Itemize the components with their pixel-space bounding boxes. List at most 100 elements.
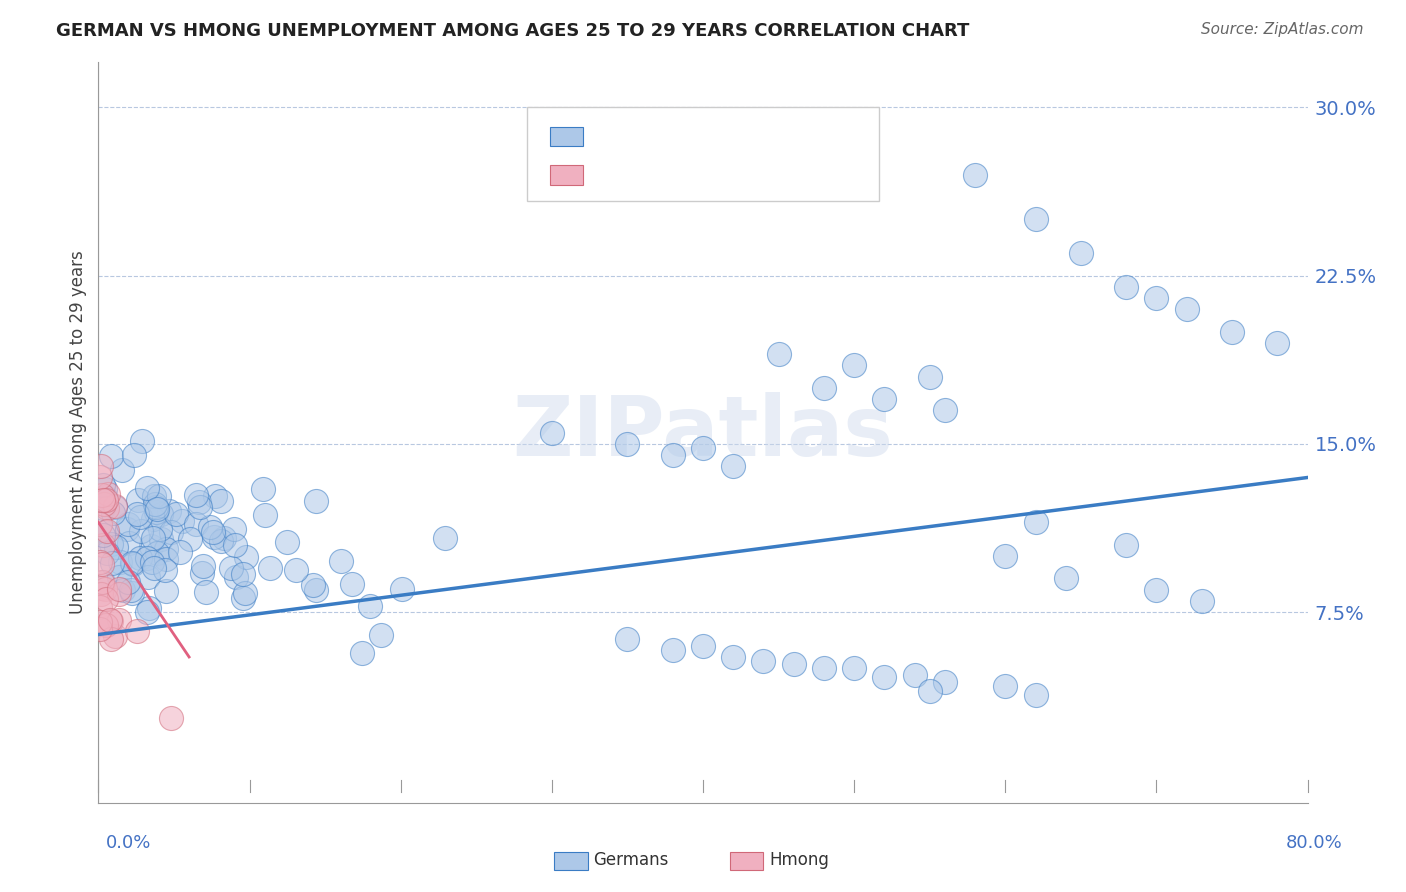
Point — [1024, 516, 1046, 530]
Point — [111, 582, 134, 597]
Point — [125, 624, 148, 639]
Point — [89, 600, 111, 615]
Point — [169, 545, 191, 559]
Point — [994, 679, 1017, 693]
Point — [108, 555, 131, 569]
Point — [873, 670, 896, 684]
Point — [370, 628, 392, 642]
Point — [128, 550, 150, 565]
Point — [91, 492, 114, 507]
Point — [150, 508, 173, 522]
Point — [100, 614, 122, 628]
Point — [118, 536, 141, 550]
Point — [93, 527, 115, 541]
Point — [148, 489, 170, 503]
Point — [142, 512, 165, 526]
Point — [89, 622, 111, 636]
Point — [813, 381, 835, 395]
Point — [232, 566, 254, 581]
Point — [616, 437, 638, 451]
Point — [136, 481, 159, 495]
Point — [235, 550, 257, 565]
Point — [813, 661, 835, 675]
Point — [285, 563, 308, 577]
Text: GERMAN VS HMONG UNEMPLOYMENT AMONG AGES 25 TO 29 YEARS CORRELATION CHART: GERMAN VS HMONG UNEMPLOYMENT AMONG AGES … — [56, 22, 970, 40]
Point — [104, 629, 127, 643]
Point — [125, 507, 148, 521]
Point — [692, 639, 714, 653]
Point — [146, 546, 169, 560]
Point — [150, 533, 173, 547]
Point — [100, 537, 122, 551]
Point — [222, 522, 245, 536]
Point — [160, 710, 183, 724]
Point — [142, 531, 165, 545]
Point — [1144, 582, 1167, 597]
Text: -0.194: -0.194 — [630, 164, 695, 182]
Point — [224, 538, 246, 552]
Point — [96, 501, 118, 516]
Point — [873, 392, 896, 406]
Text: Germans: Germans — [593, 851, 669, 869]
Point — [104, 500, 127, 514]
Point — [89, 470, 111, 484]
Text: Hmong: Hmong — [769, 851, 830, 869]
Point — [350, 646, 373, 660]
Point — [91, 488, 114, 502]
Point — [768, 347, 790, 361]
Point — [187, 495, 209, 509]
Point — [159, 525, 181, 540]
Point — [94, 582, 117, 596]
Point — [129, 510, 152, 524]
Point — [136, 605, 159, 619]
Point — [1191, 594, 1213, 608]
Point — [96, 524, 118, 538]
Point — [204, 489, 226, 503]
Point — [302, 578, 325, 592]
Point — [184, 488, 207, 502]
Point — [94, 617, 117, 632]
Point — [145, 500, 167, 515]
Text: 80.0%: 80.0% — [1286, 834, 1343, 852]
Point — [96, 546, 118, 560]
Point — [190, 566, 212, 580]
Point — [1115, 538, 1137, 552]
Point — [184, 517, 207, 532]
Point — [138, 600, 160, 615]
Point — [108, 570, 131, 584]
Point — [1054, 571, 1077, 585]
Point — [117, 575, 139, 590]
Point — [540, 425, 562, 440]
Point — [201, 525, 224, 540]
Point — [107, 587, 129, 601]
Point — [252, 482, 274, 496]
Point — [94, 492, 117, 507]
Point — [433, 531, 456, 545]
Point — [136, 570, 159, 584]
Point — [391, 582, 413, 597]
Point — [723, 459, 745, 474]
Text: Source: ZipAtlas.com: Source: ZipAtlas.com — [1201, 22, 1364, 37]
Point — [1267, 335, 1289, 350]
Text: N = 139: N = 139 — [717, 126, 797, 144]
Point — [232, 591, 254, 605]
Point — [100, 614, 122, 628]
Point — [994, 549, 1017, 563]
Point — [89, 516, 111, 531]
Point — [305, 494, 328, 508]
Text: N =  32: N = 32 — [717, 164, 790, 182]
Point — [90, 575, 112, 590]
Point — [1115, 280, 1137, 294]
Point — [1024, 212, 1046, 227]
Y-axis label: Unemployment Among Ages 25 to 29 years: Unemployment Among Ages 25 to 29 years — [69, 251, 87, 615]
Point — [100, 556, 122, 570]
Point — [145, 505, 167, 519]
Point — [91, 501, 114, 516]
Text: 0.355: 0.355 — [630, 126, 686, 144]
Point — [305, 582, 328, 597]
Point — [276, 534, 298, 549]
Point — [1175, 302, 1198, 317]
Point — [90, 581, 112, 595]
Point — [141, 556, 163, 570]
Point — [155, 584, 177, 599]
